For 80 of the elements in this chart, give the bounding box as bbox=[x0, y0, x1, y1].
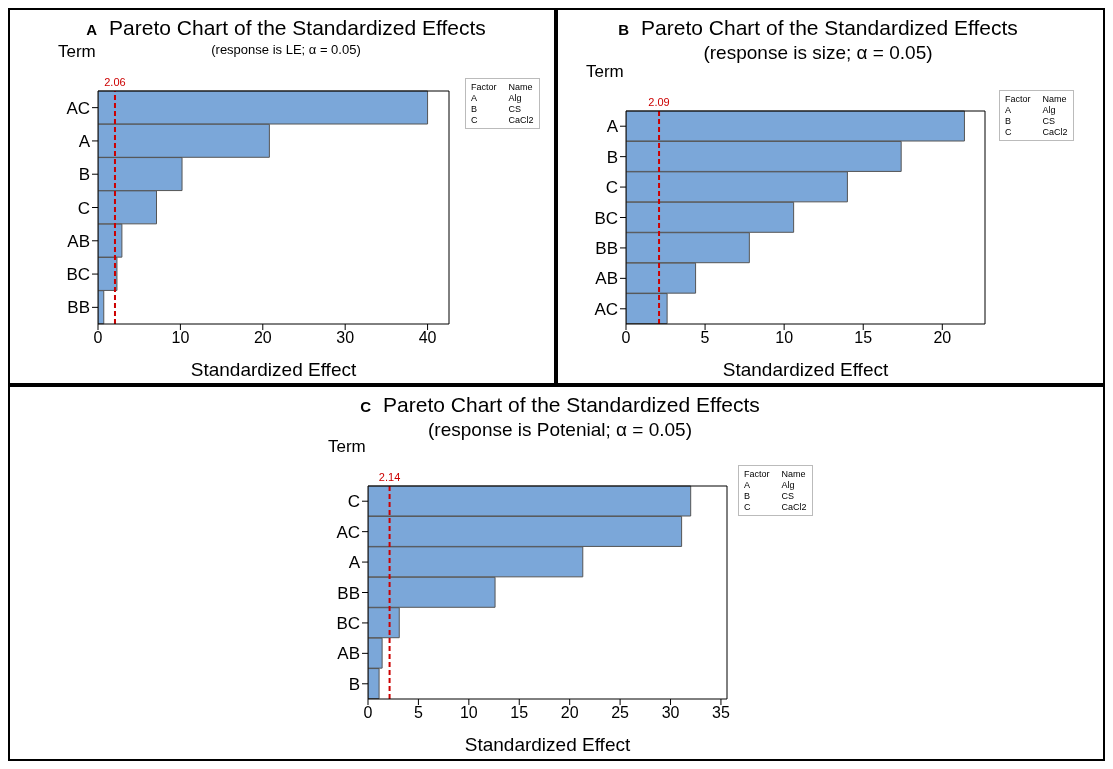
y-tick-label: A bbox=[348, 553, 361, 573]
text: Alg bbox=[781, 480, 796, 490]
x-axis-title: Standardized Effect bbox=[464, 734, 631, 755]
x-tick-label: 10 bbox=[775, 329, 794, 347]
text: CaCl2 bbox=[508, 115, 534, 125]
y-axis-title: Term bbox=[58, 42, 96, 62]
y-tick-label: AB bbox=[337, 644, 360, 664]
x-tick-label: 40 bbox=[418, 329, 437, 347]
x-tick-label: 35 bbox=[712, 704, 730, 722]
ref-line-label: 2.06 bbox=[104, 76, 126, 88]
text: Alg bbox=[1042, 105, 1057, 115]
y-tick-label: BB bbox=[337, 583, 360, 603]
x-axis-title: Standardized Effect bbox=[722, 359, 889, 380]
ref-line-label: 2.09 bbox=[648, 96, 670, 108]
x-tick-label: 10 bbox=[171, 329, 190, 347]
text: CaCl2 bbox=[781, 502, 807, 512]
y-tick-label: A bbox=[606, 117, 619, 137]
text: CS bbox=[1042, 116, 1057, 126]
chart-subtitle: (response is Potenial; α = 0.05) bbox=[428, 419, 692, 440]
text: C bbox=[360, 398, 372, 415]
text: Factor bbox=[471, 82, 497, 92]
x-tick-label: 15 bbox=[510, 704, 529, 722]
x-tick-label: 0 bbox=[363, 704, 373, 722]
text: Factor bbox=[1005, 94, 1031, 104]
y-tick-label: C bbox=[77, 198, 90, 218]
text: A bbox=[471, 93, 478, 103]
y-tick-label: A bbox=[78, 131, 91, 151]
text: C bbox=[471, 115, 479, 125]
text: Factor bbox=[744, 469, 770, 479]
x-tick-label: 20 bbox=[560, 704, 579, 722]
text: A bbox=[744, 480, 751, 490]
text: C bbox=[744, 502, 752, 512]
x-tick-label: 20 bbox=[933, 329, 952, 347]
x-axis-title: Standardized Effect bbox=[190, 359, 357, 380]
text: CS bbox=[781, 491, 796, 501]
x-tick-label: 5 bbox=[700, 329, 710, 347]
y-tick-label: AC bbox=[66, 98, 90, 118]
text: C bbox=[1005, 127, 1013, 137]
x-tick-label: 30 bbox=[336, 329, 355, 347]
y-tick-label: BB bbox=[595, 238, 618, 258]
text: Name bbox=[781, 469, 807, 479]
y-tick-label: C bbox=[605, 178, 618, 198]
y-tick-label: AB bbox=[67, 231, 90, 251]
y-tick-label: C bbox=[347, 492, 360, 512]
chart-subtitle: (response is size; α = 0.05) bbox=[703, 42, 933, 63]
y-tick-label: BC bbox=[594, 208, 618, 228]
y-tick-label: AC bbox=[336, 522, 360, 542]
chart-title: Pareto Chart of the Standardized Effects bbox=[383, 393, 760, 416]
y-tick-label: BC bbox=[66, 265, 90, 285]
x-tick-label: 10 bbox=[459, 704, 478, 722]
chart-title: Pareto Chart of the Standardized Effects bbox=[109, 16, 486, 39]
text: B bbox=[1005, 116, 1012, 126]
text: CS bbox=[508, 104, 523, 114]
text: Alg bbox=[508, 93, 523, 103]
x-tick-label: 15 bbox=[854, 329, 873, 347]
text: B bbox=[471, 104, 478, 114]
y-tick-label: B bbox=[78, 165, 90, 185]
chart-title: Pareto Chart of the Standardized Effects bbox=[641, 16, 1018, 39]
text: B bbox=[744, 491, 751, 501]
ref-line-label: 2.14 bbox=[378, 471, 401, 483]
x-tick-label: 5 bbox=[413, 704, 423, 722]
text: A bbox=[1005, 105, 1012, 115]
text: Name bbox=[1042, 94, 1068, 104]
x-tick-label: 0 bbox=[621, 329, 631, 347]
chart-subtitle: (response is LE; α = 0.05) bbox=[211, 42, 361, 57]
y-tick-label: AB bbox=[595, 269, 618, 289]
text: B bbox=[618, 21, 630, 38]
text: CaCl2 bbox=[1042, 127, 1068, 137]
text: Name bbox=[508, 82, 534, 92]
y-tick-label: BC bbox=[336, 613, 360, 633]
x-tick-label: 25 bbox=[611, 704, 630, 722]
y-tick-label: B bbox=[348, 674, 360, 694]
y-tick-label: B bbox=[606, 147, 618, 167]
x-tick-label: 20 bbox=[253, 329, 272, 347]
x-tick-label: 30 bbox=[661, 704, 680, 722]
y-tick-label: BB bbox=[67, 298, 90, 318]
y-axis-title: Term bbox=[328, 437, 366, 457]
y-tick-label: AC bbox=[594, 299, 618, 319]
x-tick-label: 0 bbox=[93, 329, 103, 347]
y-axis-title: Term bbox=[586, 62, 624, 82]
